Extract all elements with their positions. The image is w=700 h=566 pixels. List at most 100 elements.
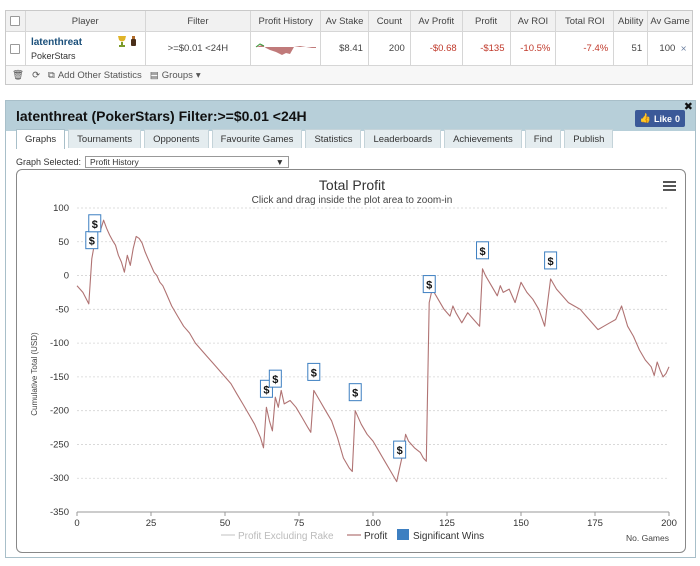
significant-win-markers[interactable]: $$$$$$$$$$ [85,214,558,459]
chevron-down-icon: ▾ [195,69,201,81]
table-row[interactable]: latenthreat PokerStars >=$0.01 <24H $8.4… [6,32,692,66]
significant-win-marker: $ [544,251,558,270]
dropdown-arrow-icon: ▼ [275,157,285,167]
row-select-cell[interactable] [6,32,26,65]
tab-publish[interactable]: Publish [564,129,614,148]
sparkline-chart [255,42,316,55]
chart-menu-icon[interactable] [663,181,676,191]
significant-win-marker: $ [88,214,102,233]
y-tick-label: -300 [50,473,69,484]
delete-icon[interactable]: 🗑 [12,69,25,81]
ability-value: 51 [614,32,649,65]
add-stats-label: Add Other Statistics [57,69,142,81]
header-profit[interactable]: Profit [463,11,511,31]
header-av-game[interactable]: Av Game [650,15,690,27]
close-icon[interactable]: ✖ [683,101,693,113]
profit-history-sparkline[interactable] [251,32,322,65]
count-value: 200 [369,32,411,65]
add-stats-button[interactable]: ⧉ Add Other Statistics [48,70,142,81]
select-all-checkbox[interactable] [10,16,21,26]
panel-tabs: Graphs Tournaments Opponents Favourite G… [16,129,614,149]
table-toolbar: 🗑 ⟳ ⧉ Add Other Statistics ▤ Groups ▾ [6,66,692,84]
chart-series[interactable] [76,219,670,483]
win-marker-label: $ [426,280,432,292]
player-cell[interactable]: latenthreat PokerStars [26,32,146,65]
win-marker-label: $ [479,246,485,258]
groups-label: Groups [161,69,193,81]
row-checkbox[interactable] [10,43,21,54]
add-stats-icon: ⧉ [48,69,55,81]
win-marker-label: $ [548,256,554,268]
legend-item-profit[interactable]: Profit [347,531,388,542]
legend-item-profit-excl-rake[interactable]: Profit Excluding Rake [221,531,334,542]
facebook-like-button[interactable]: 👍 Like 0 [634,110,685,127]
header-profit-history[interactable]: Profit History [251,11,322,31]
groups-icon: ▤ [149,69,159,81]
x-tick-label: 175 [587,518,603,529]
x-tick-label: 200 [661,518,677,529]
thumbs-up-icon: 👍 [639,113,651,123]
x-tick-label: 75 [294,518,305,529]
graph-select-dropdown[interactable]: Profit History ▼ [85,156,290,168]
player-name[interactable]: latenthreat [30,36,83,48]
chart-title: Total Profit [319,177,385,193]
tab-achievements[interactable]: Achievements [444,129,522,148]
header-av-roi[interactable]: Av ROI [511,11,557,31]
tab-find[interactable]: Find [524,129,562,148]
profit-series-line [76,219,670,483]
y-axis-label: Cumulative Total (USD) [30,332,39,416]
player-panel: latenthreat (PokerStars) Filter:>=$0.01 … [5,100,696,558]
header-count[interactable]: Count [369,11,411,31]
win-marker-box [476,241,490,260]
y-tick-label: 100 [53,203,69,214]
y-tick-label: -200 [50,406,69,417]
x-tick-label: 150 [513,518,529,529]
win-marker-label: $ [92,219,98,231]
y-tick-label: -250 [50,439,69,450]
header-av-profit[interactable]: Av Profit [411,11,463,31]
x-tick-label: 100 [365,518,381,529]
win-marker-box [348,383,362,402]
x-tick-label: 125 [439,518,455,529]
tab-tournaments[interactable]: Tournaments [68,129,142,148]
win-marker-box [393,440,407,459]
header-player[interactable]: Player [26,11,146,31]
header-total-roi[interactable]: Total ROI [556,11,615,31]
profit-value: -$135 [463,32,511,65]
player-badges [117,35,139,50]
tab-favourite-games[interactable]: Favourite Games [211,129,303,148]
y-tick-label: -100 [50,338,69,349]
header-filter[interactable]: Filter [146,11,252,31]
win-marker-label: $ [397,445,403,457]
chart-subtitle: Click and drag inside the plot area to z… [252,195,453,206]
av-roi-value: -10.5% [511,32,557,65]
significant-win-marker: $ [85,231,99,250]
y-tick-label: 0 [64,271,69,282]
groups-button[interactable]: ▤ Groups ▾ [150,70,201,81]
win-marker-box [422,275,436,294]
x-tick-label: 0 [74,518,79,529]
significant-win-marker: $ [348,383,362,402]
header-av-stake[interactable]: Av Stake [321,11,369,31]
legend-item-significant-wins[interactable]: Significant Wins [397,529,484,542]
win-marker-box [307,362,321,381]
profit-chart-svg[interactable]: Total Profit Click and drag inside the p… [17,170,687,554]
win-marker-label: $ [89,236,95,248]
legend-profit-label: Profit [364,531,388,542]
x-tick-label: 25 [146,518,157,529]
av-stake-value: $8.41 [321,32,369,65]
x-tick-label: 50 [220,518,231,529]
tab-statistics[interactable]: Statistics [305,129,362,148]
refresh-icon[interactable]: ⟳ [32,69,41,81]
remove-row-icon[interactable]: ⨯ [680,44,687,53]
tab-leaderboards[interactable]: Leaderboards [364,129,442,148]
win-marker-label: $ [352,388,358,400]
profit-chart[interactable]: Total Profit Click and drag inside the p… [16,169,686,553]
tab-graphs[interactable]: Graphs [16,129,66,149]
trophy-icon [117,36,136,47]
y-tick-label: -150 [50,372,69,383]
select-all-cell[interactable] [6,11,26,31]
chart-legend[interactable]: Profit Excluding Rake Profit Significant… [221,529,484,542]
tab-opponents[interactable]: Opponents [144,129,209,148]
header-ability[interactable]: Ability [614,11,649,31]
